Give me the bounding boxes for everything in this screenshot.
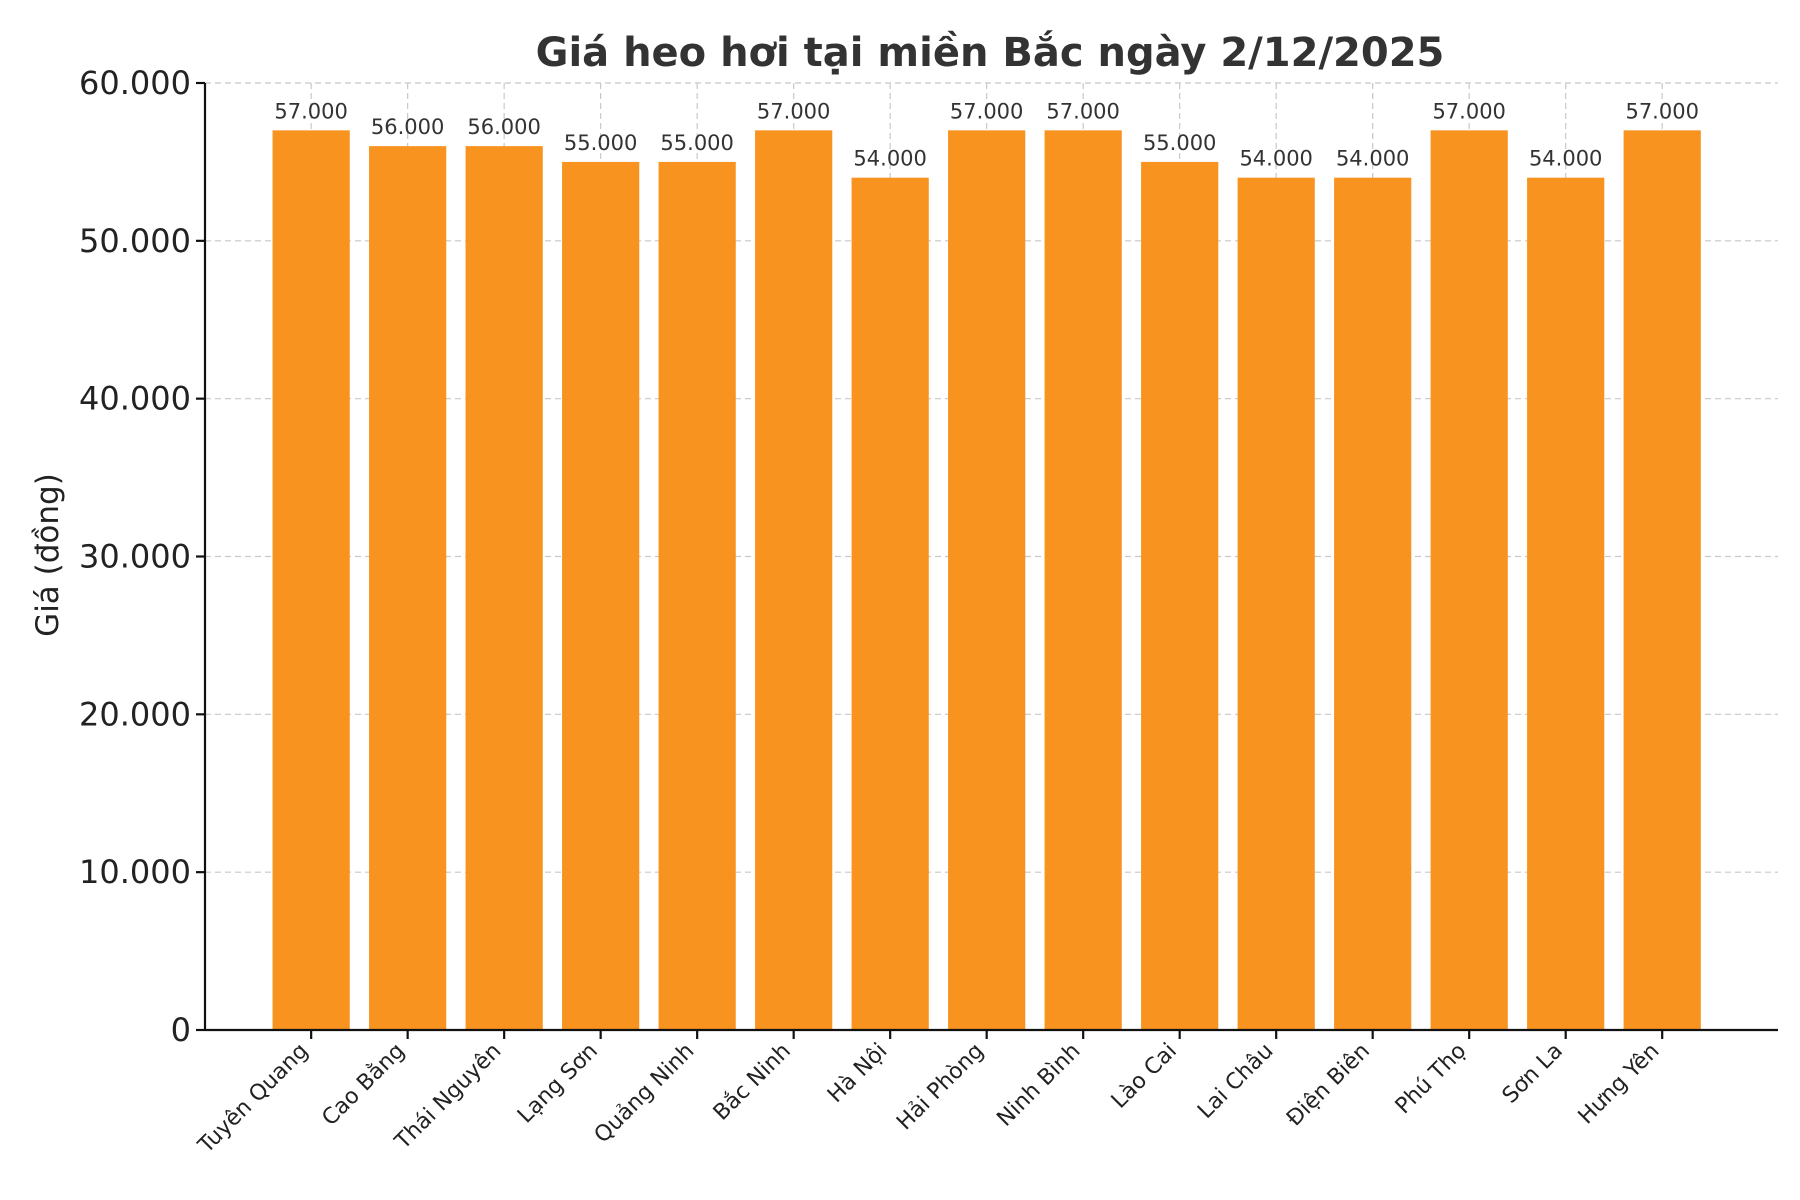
bar xyxy=(658,161,736,1030)
bar xyxy=(1334,177,1412,1030)
bar-value-label: 55.000 xyxy=(1143,131,1216,155)
y-axis-label: Giá (đồng) xyxy=(30,473,66,637)
bar xyxy=(562,161,640,1030)
bar-value-label: 56.000 xyxy=(371,115,444,139)
x-tick-label: Hà Nội xyxy=(823,1039,892,1108)
y-tick-label: 50.000 xyxy=(79,222,191,260)
bar xyxy=(1527,177,1605,1030)
x-tick-label: Cao Bằng xyxy=(317,1039,409,1131)
data-label-layer: 57.000 56.000 56.000 55.000 55.000 57.000 54.0… xyxy=(274,99,1699,170)
bar xyxy=(1044,130,1122,1031)
bar-value-label: 54.000 xyxy=(853,147,926,171)
y-tick-label: 0 xyxy=(171,1011,191,1049)
bar-value-label: 57.000 xyxy=(1432,99,1505,123)
x-tick-label: Ninh Bình xyxy=(992,1039,1085,1132)
bar-value-label: 57.000 xyxy=(757,99,830,123)
bar-value-label: 54.000 xyxy=(1529,147,1602,171)
bar-layer xyxy=(272,130,1701,1031)
x-tick-label: Hải Phòng xyxy=(892,1039,989,1136)
chart-title: Giá heo hơi tại miền Bắc ngày 2/12/2025 xyxy=(536,29,1445,76)
bar xyxy=(948,130,1026,1031)
x-tick-label: Lai Châu xyxy=(1193,1039,1278,1124)
x-tick-label: Bắc Ninh xyxy=(709,1039,796,1126)
bar xyxy=(1141,161,1219,1030)
bar-value-label: 55.000 xyxy=(660,131,733,155)
bar xyxy=(755,130,833,1031)
y-tick-label: 60.000 xyxy=(79,64,191,102)
bar xyxy=(1237,177,1315,1030)
bar-value-label: 57.000 xyxy=(1625,99,1698,123)
x-tick-label: Tuyên Quang xyxy=(193,1039,313,1159)
x-tick-label: Lào Cai xyxy=(1107,1039,1182,1114)
bar xyxy=(272,130,350,1031)
bar-value-label: 57.000 xyxy=(1046,99,1119,123)
x-tick-label: Phú Thọ xyxy=(1391,1039,1472,1120)
bar-value-label: 56.000 xyxy=(467,115,540,139)
bar-value-label: 57.000 xyxy=(274,99,347,123)
bar-value-label: 54.000 xyxy=(1336,147,1409,171)
bar xyxy=(369,146,447,1031)
y-tick-label: 30.000 xyxy=(79,538,191,576)
bar xyxy=(851,177,929,1030)
x-tick-label: Hưng Yên xyxy=(1574,1039,1665,1130)
bar xyxy=(1430,130,1508,1031)
bar-value-label: 55.000 xyxy=(564,131,637,155)
x-tick-label: Lạng Sơn xyxy=(513,1039,603,1129)
bar-value-label: 57.000 xyxy=(950,99,1023,123)
x-tick-label: Quảng Ninh xyxy=(590,1039,700,1149)
bar xyxy=(465,146,543,1031)
bar xyxy=(1623,130,1701,1031)
bar-value-label: 54.000 xyxy=(1239,147,1312,171)
x-tick-label: Sơn La xyxy=(1498,1039,1568,1109)
x-tick-label: Điện Biên xyxy=(1282,1039,1375,1132)
y-tick-label: 10.000 xyxy=(79,853,191,891)
y-tick-label: 40.000 xyxy=(79,380,191,418)
y-tick-label: 20.000 xyxy=(79,695,191,733)
